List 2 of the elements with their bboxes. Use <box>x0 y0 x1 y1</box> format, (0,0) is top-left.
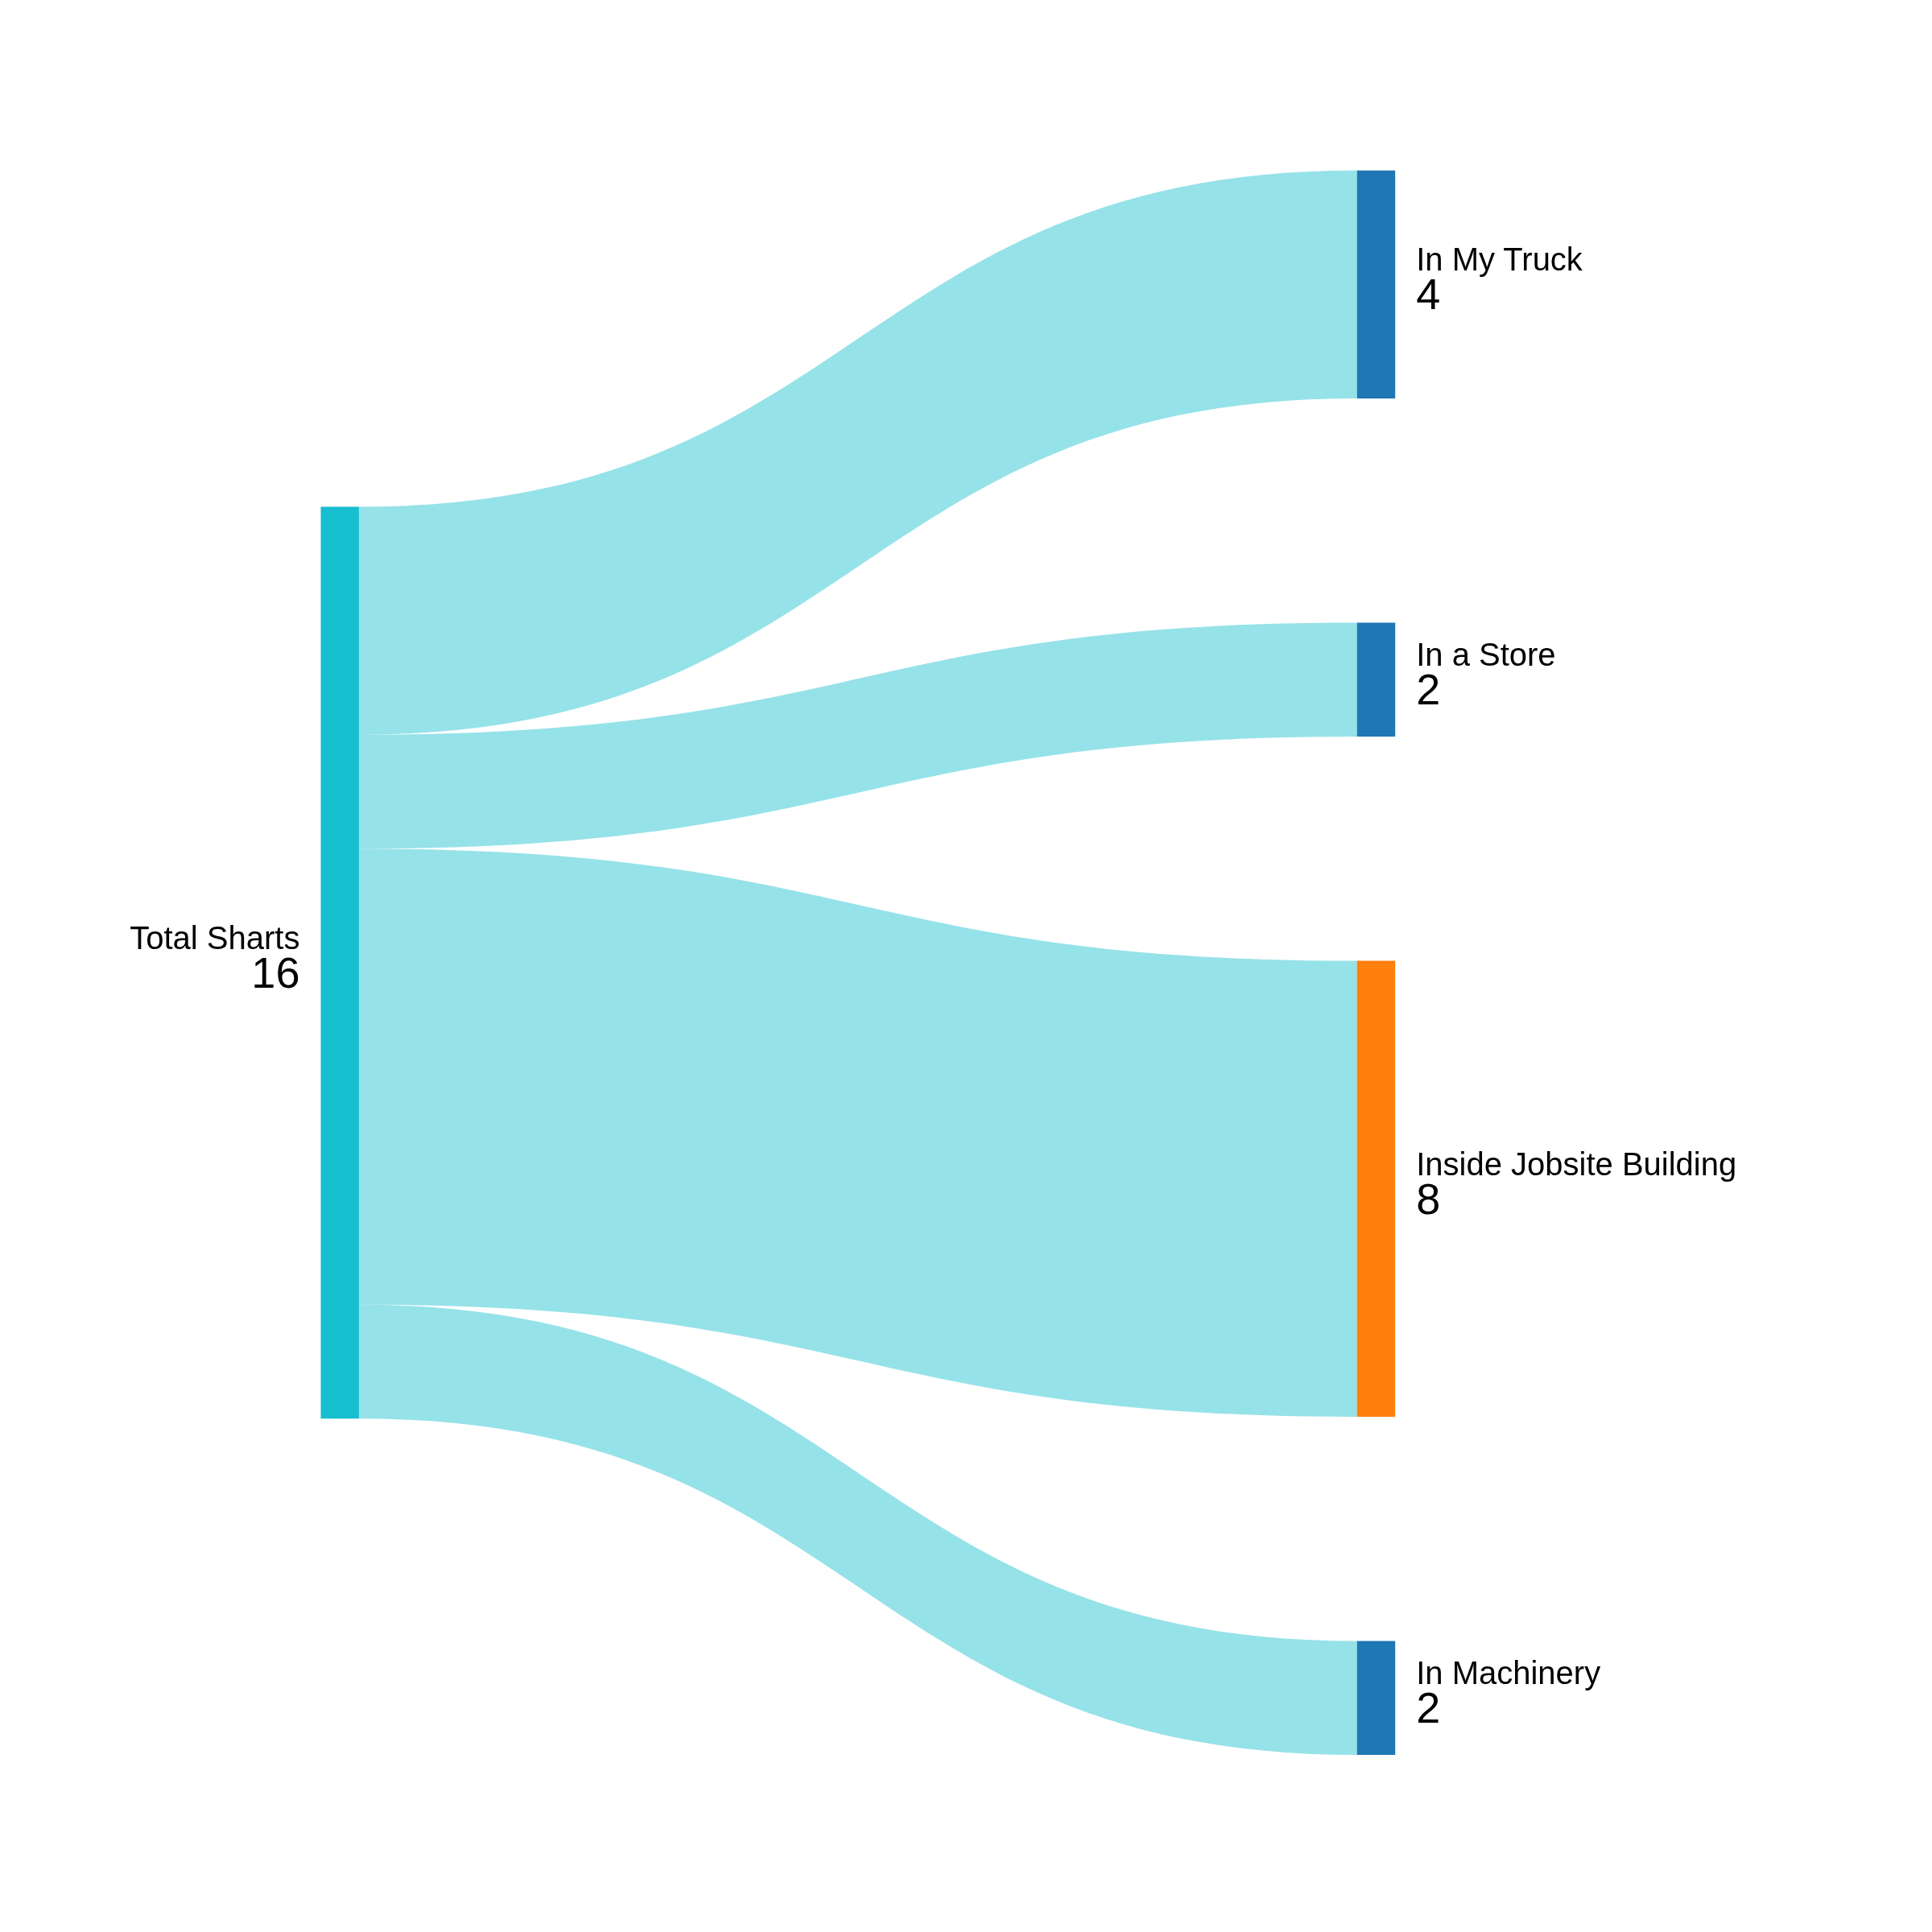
category-label: Total Sharts <box>130 919 300 956</box>
category-label: Inside Jobsite Building <box>1416 1146 1737 1182</box>
